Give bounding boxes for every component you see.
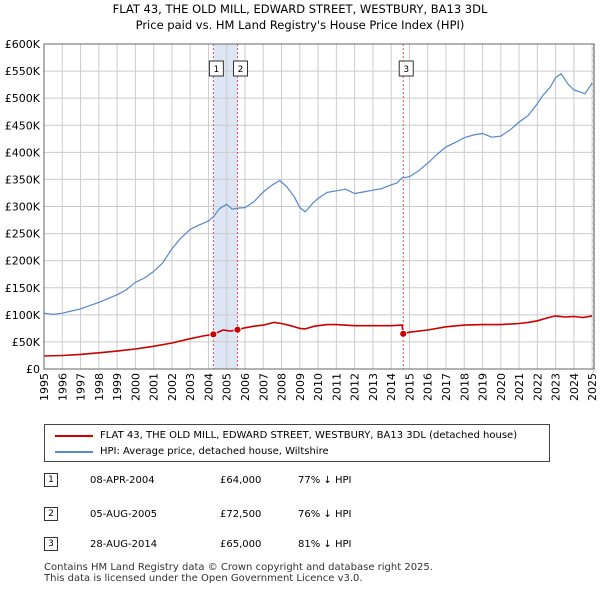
sale-point xyxy=(399,329,408,338)
sale-date: 05-AUG-2005 xyxy=(90,509,158,520)
sale-hpi-diff: 77% ↓ HPI xyxy=(298,475,352,486)
x-tick-label: 2018 xyxy=(458,373,471,401)
sale-label-box xyxy=(233,60,249,77)
x-tick-label: 1998 xyxy=(93,373,106,401)
y-tick-label: £250K xyxy=(5,228,41,241)
chart-subtitle: Price paid vs. HM Land Registry's House … xyxy=(135,18,465,32)
x-tick-label: 2010 xyxy=(312,373,325,401)
x-tick-label: 2020 xyxy=(495,373,508,401)
x-tick-label: 2005 xyxy=(221,373,234,401)
x-tick-label: 2008 xyxy=(276,373,289,401)
sale-label-box xyxy=(208,60,224,77)
x-tick-label: 2023 xyxy=(550,373,563,401)
x-tick-label: 2021 xyxy=(513,373,526,401)
y-tick-label: £600K xyxy=(5,38,41,51)
legend-swatch-price xyxy=(55,435,93,437)
sale-price: £64,000 xyxy=(220,475,262,486)
x-tick-label: 2007 xyxy=(257,373,270,401)
x-tick-label: 1997 xyxy=(75,373,88,401)
x-tick-label: 1995 xyxy=(38,373,51,401)
y-tick-label: £200K xyxy=(5,255,41,268)
y-tick-label: £100K xyxy=(5,309,41,322)
sale-number-badge: 1 xyxy=(44,473,58,487)
x-tick-label: 2024 xyxy=(568,373,581,401)
sale-label: 1 xyxy=(214,65,220,75)
x-tick-label: 2001 xyxy=(148,373,161,401)
sale-price: £72,500 xyxy=(220,509,262,520)
sale-label: 2 xyxy=(238,65,244,75)
y-tick-label: £400K xyxy=(5,146,41,159)
x-tick-label: 2013 xyxy=(367,373,380,401)
sale-row: 3 28-AUG-2014 £65,000 81% ↓ HPI xyxy=(44,534,464,554)
y-tick-label: £300K xyxy=(5,201,41,214)
x-tick-label: 2014 xyxy=(385,373,398,401)
x-tick-label: 2025 xyxy=(586,373,599,401)
sale-label-box xyxy=(398,60,414,77)
chart-legend: FLAT 43, THE OLD MILL, EDWARD STREET, WE… xyxy=(44,424,550,462)
x-tick-label: 2004 xyxy=(202,373,215,401)
x-tick-label: 2015 xyxy=(403,373,416,401)
footer-copyright: Contains HM Land Registry data © Crown c… xyxy=(44,562,433,573)
legend-label-price: FLAT 43, THE OLD MILL, EDWARD STREET, WE… xyxy=(100,430,518,441)
y-tick-label: £350K xyxy=(5,173,41,186)
sale-row: 2 05-AUG-2005 £72,500 76% ↓ HPI xyxy=(44,504,464,524)
sale-date: 28-AUG-2014 xyxy=(90,539,158,550)
x-tick-label: 2019 xyxy=(477,373,490,401)
chart-title: FLAT 43, THE OLD MILL, EDWARD STREET, WE… xyxy=(112,2,488,16)
x-tick-label: 2012 xyxy=(349,373,362,401)
y-tick-label: £500K xyxy=(5,92,41,105)
y-tick-label: £150K xyxy=(5,282,41,295)
x-tick-label: 1996 xyxy=(56,373,69,401)
x-tick-label: 2006 xyxy=(239,373,252,401)
sale-number-badge: 3 xyxy=(44,537,58,551)
sale-row: 1 08-APR-2004 £64,000 77% ↓ HPI xyxy=(44,470,464,490)
sale-point xyxy=(209,330,218,339)
x-tick-label: 2022 xyxy=(531,373,544,401)
x-tick-label: 2009 xyxy=(294,373,307,401)
hpi-line xyxy=(43,73,593,315)
x-tick-label: 2011 xyxy=(330,373,343,401)
sale-price: £65,000 xyxy=(220,539,262,550)
price-paid-line xyxy=(43,315,593,357)
y-tick-label: £550K xyxy=(5,65,41,78)
legend-swatch-hpi xyxy=(55,451,93,453)
hatch-line xyxy=(591,367,596,375)
y-tick-label: £0 xyxy=(26,363,40,376)
sale-label: 3 xyxy=(403,65,409,75)
x-tick-label: 1999 xyxy=(111,373,124,401)
x-tick-label: 2000 xyxy=(129,373,142,401)
x-tick-label: 2017 xyxy=(440,373,453,401)
x-tick-label: 2003 xyxy=(184,373,197,401)
legend-label-hpi: HPI: Average price, detached house, Wilt… xyxy=(100,446,329,457)
y-tick-label: £450K xyxy=(5,119,41,132)
y-tick-label: £50K xyxy=(12,336,41,349)
plot-frame xyxy=(43,43,595,370)
sale-hpi-diff: 76% ↓ HPI xyxy=(298,509,352,520)
x-tick-label: 2002 xyxy=(166,373,179,401)
x-tick-label: 2016 xyxy=(422,373,435,401)
sale-date: 08-APR-2004 xyxy=(90,475,155,486)
sale-point xyxy=(233,325,242,334)
price-chart: 1 2 3 £0 £50K £100K £150K £200K £250K £300K £350K £… xyxy=(5,38,599,401)
sale-hpi-diff: 81% ↓ HPI xyxy=(298,539,352,550)
footer-licence: This data is licensed under the Open Gov… xyxy=(44,573,363,584)
sale-number-badge: 2 xyxy=(44,507,58,521)
